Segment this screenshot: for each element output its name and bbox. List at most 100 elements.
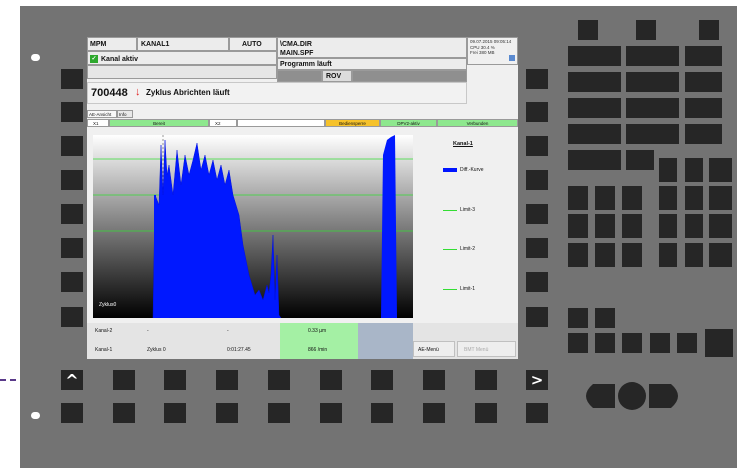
signal-plot bbox=[93, 135, 413, 319]
soft-key-right-2[interactable] bbox=[526, 102, 548, 122]
soft-key-left-1[interactable] bbox=[61, 69, 83, 89]
keypad-key[interactable] bbox=[568, 98, 621, 118]
keypad-key[interactable] bbox=[568, 333, 588, 353]
keypad-key[interactable] bbox=[685, 243, 703, 267]
status-bediensperre: Bediensperre bbox=[325, 119, 380, 127]
soft-key-row2-1[interactable] bbox=[61, 403, 83, 423]
soft-key-row2-7[interactable] bbox=[371, 403, 393, 423]
keypad-key[interactable] bbox=[685, 158, 703, 182]
kanal1-name: Kanal-1 bbox=[95, 347, 113, 353]
keypad-key[interactable] bbox=[659, 243, 677, 267]
soft-key-row2-6[interactable] bbox=[320, 403, 342, 423]
legend-limit1-label: Limit-1 bbox=[460, 286, 476, 292]
keypad-key[interactable] bbox=[677, 333, 697, 353]
keypad-key[interactable] bbox=[709, 214, 732, 238]
soft-key-left-3[interactable] bbox=[61, 136, 83, 156]
keypad-key[interactable] bbox=[709, 243, 732, 267]
nav-button-panel bbox=[358, 323, 413, 359]
keypad-key[interactable] bbox=[568, 72, 621, 92]
keypad-key[interactable] bbox=[685, 72, 722, 92]
keypad-key[interactable] bbox=[636, 20, 656, 40]
keypad-key[interactable] bbox=[595, 186, 615, 210]
keypad-key[interactable] bbox=[626, 46, 679, 66]
keypad-key[interactable] bbox=[568, 214, 588, 238]
tab-ae-ansicht[interactable]: AE-Ansicht bbox=[87, 110, 117, 118]
keypad-key[interactable] bbox=[685, 98, 722, 118]
keypad-key[interactable] bbox=[595, 333, 615, 353]
soft-key-left-7[interactable] bbox=[61, 272, 83, 292]
soft-key-right-8[interactable] bbox=[526, 307, 548, 327]
keypad-key[interactable] bbox=[595, 243, 615, 267]
soft-key-row2-10[interactable] bbox=[526, 403, 548, 423]
ae-menu-button[interactable]: AE-Menü bbox=[413, 341, 455, 357]
up-arrow-key[interactable]: ^ bbox=[61, 370, 83, 390]
keypad-key[interactable] bbox=[568, 46, 621, 66]
keypad-key[interactable] bbox=[685, 46, 722, 66]
jog-dial[interactable] bbox=[577, 381, 687, 411]
keypad-key[interactable] bbox=[595, 308, 615, 328]
keypad-key[interactable] bbox=[709, 186, 732, 210]
soft-key-right-7[interactable] bbox=[526, 272, 548, 292]
soft-key-left-2[interactable] bbox=[61, 102, 83, 122]
soft-key-bottom-8[interactable] bbox=[475, 370, 497, 390]
plot-legend: Kanal-1 Diff.-Kurve Limit-3 Limit-2 Limi… bbox=[415, 135, 518, 318]
soft-key-right-1[interactable] bbox=[526, 69, 548, 89]
soft-key-right-4[interactable] bbox=[526, 170, 548, 190]
keypad-key[interactable] bbox=[568, 186, 588, 210]
keypad-key[interactable] bbox=[626, 150, 654, 170]
arrow-down-icon: ↓ bbox=[135, 86, 141, 98]
keypad-key[interactable] bbox=[650, 333, 670, 353]
keypad-key[interactable] bbox=[709, 158, 732, 182]
keypad-key[interactable] bbox=[568, 150, 621, 170]
legend-limit2-line bbox=[443, 249, 457, 250]
soft-key-bottom-3[interactable] bbox=[216, 370, 238, 390]
keypad-key[interactable] bbox=[578, 20, 598, 40]
soft-key-row2-3[interactable] bbox=[164, 403, 186, 423]
speed-value: 866 /min bbox=[308, 347, 328, 353]
soft-key-right-6[interactable] bbox=[526, 238, 548, 258]
soft-key-left-8[interactable] bbox=[61, 307, 83, 327]
right-arrow-key[interactable]: > bbox=[526, 370, 548, 390]
keypad-key[interactable] bbox=[622, 333, 642, 353]
keypad-key[interactable] bbox=[699, 20, 719, 40]
keypad-key[interactable] bbox=[595, 214, 615, 238]
soft-key-row2-8[interactable] bbox=[423, 403, 445, 423]
keypad-key[interactable] bbox=[659, 214, 677, 238]
soft-key-left-4[interactable] bbox=[61, 170, 83, 190]
keypad-key[interactable] bbox=[659, 186, 677, 210]
soft-key-bottom-2[interactable] bbox=[164, 370, 186, 390]
keypad-key[interactable] bbox=[568, 243, 588, 267]
keypad-key[interactable] bbox=[626, 98, 679, 118]
keypad-key[interactable] bbox=[685, 186, 703, 210]
soft-key-bottom-1[interactable] bbox=[113, 370, 135, 390]
keypad-key[interactable] bbox=[685, 124, 722, 144]
soft-key-bottom-4[interactable] bbox=[268, 370, 290, 390]
legend-limit2-label: Limit-2 bbox=[460, 246, 476, 252]
keypad-key[interactable] bbox=[705, 329, 733, 357]
soft-key-bottom-5[interactable] bbox=[320, 370, 342, 390]
keypad-key[interactable] bbox=[626, 124, 679, 144]
soft-key-row2-5[interactable] bbox=[268, 403, 290, 423]
channel-name: KANAL1 bbox=[137, 37, 229, 51]
kanal2-field-a: - bbox=[147, 328, 149, 334]
keypad-key[interactable] bbox=[659, 158, 677, 182]
soft-key-left-5[interactable] bbox=[61, 204, 83, 224]
keypad-key[interactable] bbox=[622, 214, 642, 238]
soft-key-bottom-6[interactable] bbox=[371, 370, 393, 390]
keypad-key[interactable] bbox=[622, 186, 642, 210]
soft-key-right-5[interactable] bbox=[526, 204, 548, 224]
soft-key-right-3[interactable] bbox=[526, 136, 548, 156]
keypad-key[interactable] bbox=[626, 72, 679, 92]
soft-key-left-6[interactable] bbox=[61, 238, 83, 258]
soft-key-row2-9[interactable] bbox=[475, 403, 497, 423]
keypad-key[interactable] bbox=[685, 214, 703, 238]
soft-key-bottom-7[interactable] bbox=[423, 370, 445, 390]
bmt-menu-button[interactable]: BMT Menü bbox=[457, 341, 516, 357]
keypad-key[interactable] bbox=[568, 308, 588, 328]
status-bereit: Bereit bbox=[109, 119, 209, 127]
soft-key-row2-4[interactable] bbox=[216, 403, 238, 423]
keypad-key[interactable] bbox=[622, 243, 642, 267]
tab-info[interactable]: Info bbox=[117, 110, 133, 118]
soft-key-row2-2[interactable] bbox=[113, 403, 135, 423]
keypad-key[interactable] bbox=[568, 124, 621, 144]
